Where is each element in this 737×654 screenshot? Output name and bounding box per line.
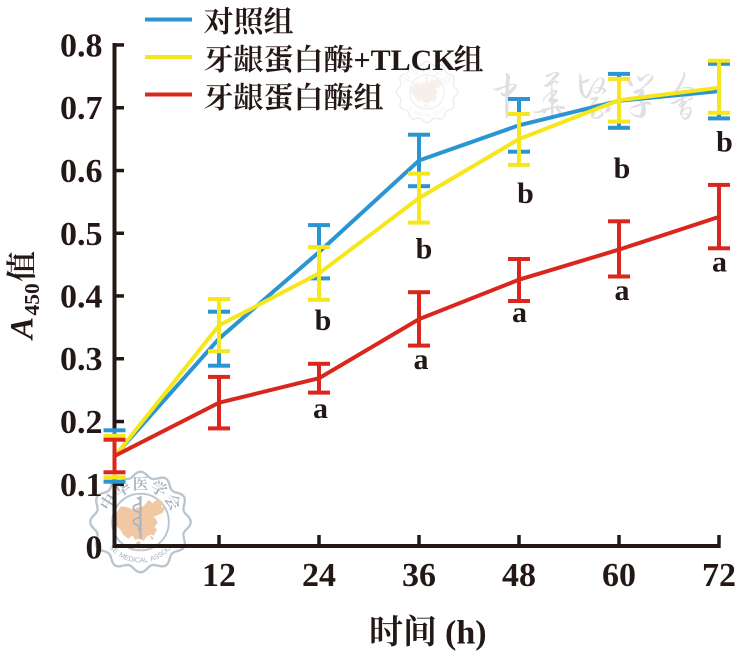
svg-text:450: 450 bbox=[20, 283, 44, 315]
svg-text:b: b bbox=[315, 304, 332, 337]
svg-text:0.7: 0.7 bbox=[60, 90, 103, 127]
svg-text:a: a bbox=[712, 246, 727, 279]
svg-text:A: A bbox=[5, 317, 41, 341]
svg-text:a: a bbox=[414, 343, 429, 376]
svg-text:48: 48 bbox=[502, 557, 536, 594]
svg-text:(h): (h) bbox=[445, 615, 487, 652]
svg-text:36: 36 bbox=[402, 557, 436, 594]
svg-text:0.2: 0.2 bbox=[60, 404, 103, 441]
svg-text:0.5: 0.5 bbox=[60, 216, 103, 253]
svg-text:0.1: 0.1 bbox=[60, 467, 103, 504]
svg-text:a: a bbox=[615, 274, 630, 307]
svg-text:12: 12 bbox=[202, 557, 236, 594]
svg-text:b: b bbox=[614, 152, 631, 185]
svg-text:b: b bbox=[517, 177, 534, 210]
svg-text:b: b bbox=[716, 126, 733, 159]
svg-text:1915: 1915 bbox=[421, 105, 433, 111]
svg-text:0.4: 0.4 bbox=[60, 279, 103, 316]
svg-text:+TLCK: +TLCK bbox=[354, 44, 457, 77]
svg-text:0.6: 0.6 bbox=[60, 153, 103, 190]
svg-text:0.8: 0.8 bbox=[60, 28, 103, 65]
svg-text:0: 0 bbox=[86, 530, 103, 567]
svg-text:60: 60 bbox=[602, 557, 636, 594]
svg-text:72: 72 bbox=[702, 557, 736, 594]
svg-text:a: a bbox=[512, 296, 527, 329]
svg-text:24: 24 bbox=[302, 557, 336, 594]
svg-text:b: b bbox=[416, 233, 433, 266]
svg-text:a: a bbox=[313, 392, 328, 425]
svg-text:0.3: 0.3 bbox=[60, 341, 103, 378]
